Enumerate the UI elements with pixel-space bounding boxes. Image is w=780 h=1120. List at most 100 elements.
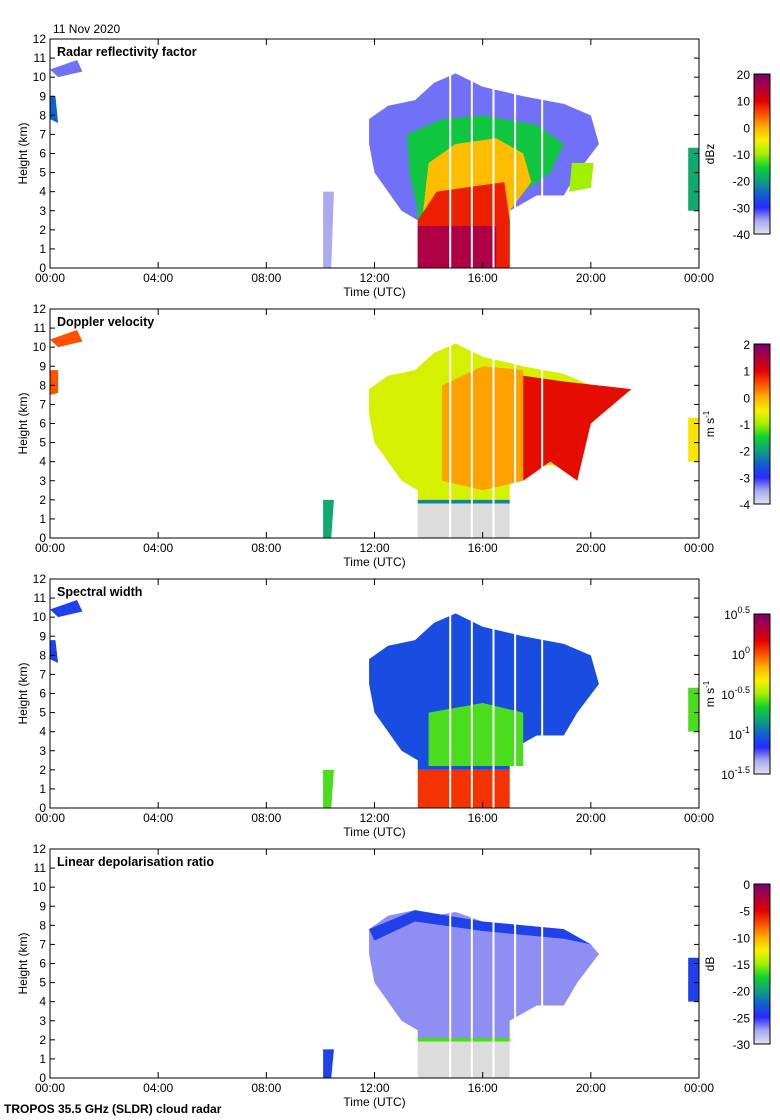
- x-tick-label: 12:00: [359, 1081, 389, 1095]
- y-tick-label: 1: [39, 782, 46, 796]
- y-tick-label: 8: [39, 378, 46, 392]
- colorbar-tick-label: 0: [743, 121, 750, 135]
- echo-region: [417, 769, 510, 808]
- panel-title: Spectral width: [57, 585, 142, 599]
- y-tick-label: 11: [34, 861, 47, 875]
- y-tick-label: 2: [39, 763, 46, 777]
- colorbar-tick-label: -15: [733, 958, 751, 972]
- y-tick-label: 4: [39, 185, 46, 199]
- colorbar-tick-label: -10: [733, 148, 751, 162]
- y-tick-label: 7: [39, 667, 46, 681]
- data-gap: [449, 309, 452, 538]
- echo-region: [417, 499, 510, 504]
- colorbar-tick-label: 100: [732, 645, 750, 662]
- colorbar-tick-label: -10: [733, 931, 751, 945]
- y-tick-label: 2: [39, 1033, 46, 1047]
- echo-region: [323, 769, 334, 808]
- y-tick-label: 9: [39, 359, 46, 373]
- y-tick-label: 7: [39, 127, 46, 141]
- colorbar-tick-label: 10-1.5: [721, 765, 750, 782]
- data-gap: [449, 39, 452, 268]
- panel-title: Linear depolarisation ratio: [57, 855, 214, 869]
- x-axis-label: Time (UTC): [343, 1095, 405, 1109]
- y-axis-label: Height (km): [16, 932, 30, 994]
- x-tick-label: 08:00: [251, 271, 281, 285]
- echo-region: [569, 163, 594, 192]
- colorbar: [753, 73, 771, 235]
- y-tick-label: 12: [33, 32, 47, 46]
- echo-region: [417, 1037, 510, 1042]
- echo-region: [323, 1049, 334, 1078]
- colorbar-tick-label: 1: [743, 365, 750, 379]
- y-tick-label: 3: [39, 204, 46, 218]
- x-tick-label: 00:00: [684, 541, 714, 555]
- y-tick-label: 3: [39, 1014, 46, 1028]
- x-tick-label: 16:00: [468, 811, 498, 825]
- colorbar-tick-label: -20: [733, 175, 751, 189]
- y-tick-label: 6: [39, 957, 46, 971]
- y-tick-label: 6: [39, 417, 46, 431]
- x-tick-label: 00:00: [35, 271, 65, 285]
- x-tick-label: 04:00: [143, 811, 173, 825]
- y-axis-label: Height (km): [16, 662, 30, 724]
- x-axis-label: Time (UTC): [343, 825, 405, 839]
- colorbar-tick-label: -3: [739, 471, 750, 485]
- colorbar-unit-label: dB: [703, 957, 717, 972]
- y-tick-label: 11: [34, 321, 47, 335]
- y-tick-label: 7: [39, 397, 46, 411]
- echo-region: [50, 599, 83, 618]
- y-tick-label: 1: [39, 242, 46, 256]
- x-tick-label: 04:00: [143, 271, 173, 285]
- y-tick-label: 12: [33, 842, 47, 856]
- colorbar-tick-label: 20: [737, 68, 751, 82]
- colorbar: [753, 343, 771, 505]
- y-tick-label: 8: [39, 648, 46, 662]
- colorbar-tick-label: 0: [743, 391, 750, 405]
- y-tick-label: 0: [39, 801, 46, 815]
- y-tick-label: 12: [33, 302, 47, 316]
- echo-region: [417, 226, 497, 268]
- colorbar: [753, 613, 771, 775]
- y-tick-label: 3: [39, 474, 46, 488]
- x-tick-label: 00:00: [35, 1081, 65, 1095]
- y-tick-label: 7: [39, 937, 46, 951]
- y-tick-label: 0: [39, 1071, 46, 1085]
- y-tick-label: 8: [39, 108, 46, 122]
- x-tick-label: 00:00: [684, 1081, 714, 1095]
- y-tick-label: 4: [39, 455, 46, 469]
- y-tick-label: 11: [34, 51, 47, 65]
- x-axis-label: Time (UTC): [343, 285, 405, 299]
- colorbar-tick-label: -1: [739, 418, 750, 432]
- echo-region: [50, 370, 59, 395]
- echo-region: [50, 59, 83, 78]
- echo-region: [50, 640, 59, 663]
- y-tick-label: 5: [39, 166, 46, 180]
- colorbar-tick-label: -30: [733, 1038, 751, 1052]
- colorbar-tick-label: -4: [739, 498, 750, 512]
- data-gap: [541, 39, 544, 268]
- colorbar-tick-label: 10-0.5: [721, 685, 750, 702]
- x-tick-label: 20:00: [576, 811, 606, 825]
- y-tick-label: 12: [33, 572, 47, 586]
- colorbar-tick-label: -30: [733, 201, 751, 215]
- x-tick-label: 08:00: [251, 811, 281, 825]
- data-gap: [449, 579, 452, 808]
- y-tick-label: 9: [39, 89, 46, 103]
- panel-title: Doppler velocity: [57, 315, 154, 329]
- x-tick-label: 00:00: [684, 811, 714, 825]
- colorbar-tick-label: 10-1: [729, 725, 750, 742]
- y-tick-label: 0: [39, 531, 46, 545]
- x-tick-label: 20:00: [576, 1081, 606, 1095]
- echo-region: [323, 191, 334, 268]
- data-gap: [470, 39, 473, 268]
- x-tick-label: 16:00: [468, 1081, 498, 1095]
- echo-region: [442, 366, 524, 491]
- echo-region: [688, 687, 699, 732]
- data-gap: [470, 849, 473, 1078]
- data-gap: [470, 579, 473, 808]
- data-gap: [492, 579, 495, 808]
- x-tick-label: 08:00: [251, 1081, 281, 1095]
